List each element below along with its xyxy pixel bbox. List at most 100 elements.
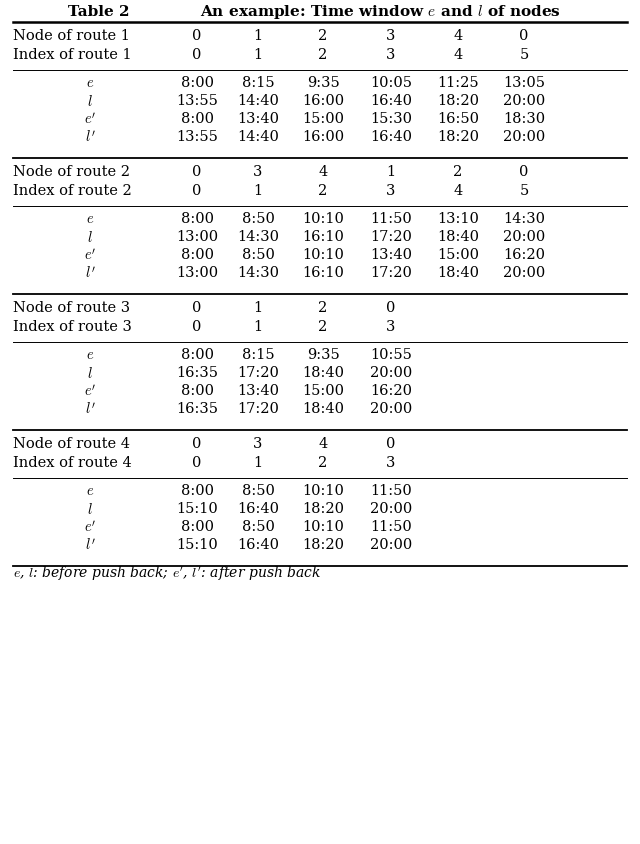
Text: 13:10: 13:10 <box>437 212 479 226</box>
Text: 5: 5 <box>520 48 529 62</box>
Text: 0: 0 <box>192 48 202 62</box>
Text: 2: 2 <box>318 456 328 470</box>
Text: 2: 2 <box>453 165 463 179</box>
Text: 8:50: 8:50 <box>241 520 275 534</box>
Text: 15:00: 15:00 <box>437 248 479 262</box>
Text: 4: 4 <box>453 184 463 198</box>
Text: 14:40: 14:40 <box>237 130 279 144</box>
Text: $e$: $e$ <box>86 212 94 226</box>
Text: 8:00: 8:00 <box>180 348 214 362</box>
Text: $e'$: $e'$ <box>84 111 96 127</box>
Text: 16:00: 16:00 <box>302 130 344 144</box>
Text: 13:00: 13:00 <box>176 230 218 244</box>
Text: 20:00: 20:00 <box>370 366 412 380</box>
Text: 9:35: 9:35 <box>307 76 339 90</box>
Text: 10:10: 10:10 <box>302 484 344 498</box>
Text: 2: 2 <box>318 301 328 315</box>
Text: Index of route 1: Index of route 1 <box>13 48 132 62</box>
Text: 13:00: 13:00 <box>176 266 218 280</box>
Text: Node of route 1: Node of route 1 <box>13 29 130 43</box>
Text: $e$: $e$ <box>86 348 94 362</box>
Text: 18:20: 18:20 <box>302 502 344 516</box>
Text: 0: 0 <box>192 301 202 315</box>
Text: 3: 3 <box>387 184 396 198</box>
Text: 18:40: 18:40 <box>437 266 479 280</box>
Text: $l'$: $l'$ <box>84 265 95 281</box>
Text: 0: 0 <box>192 29 202 43</box>
Text: 8:00: 8:00 <box>180 484 214 498</box>
Text: 16:10: 16:10 <box>302 266 344 280</box>
Text: 13:55: 13:55 <box>176 130 218 144</box>
Text: 2: 2 <box>318 29 328 43</box>
Text: 3: 3 <box>387 29 396 43</box>
Text: 18:40: 18:40 <box>302 402 344 416</box>
Text: 3: 3 <box>253 165 262 179</box>
Text: 3: 3 <box>387 48 396 62</box>
Text: 17:20: 17:20 <box>237 402 279 416</box>
Text: 20:00: 20:00 <box>503 230 545 244</box>
Text: $l$: $l$ <box>87 365 93 381</box>
Text: 10:10: 10:10 <box>302 212 344 226</box>
Text: 15:00: 15:00 <box>302 384 344 398</box>
Text: 14:40: 14:40 <box>237 94 279 108</box>
Text: 18:40: 18:40 <box>302 366 344 380</box>
Text: $e$: $e$ <box>86 484 94 498</box>
Text: Index of route 3: Index of route 3 <box>13 320 132 334</box>
Text: 8:00: 8:00 <box>180 384 214 398</box>
Text: 1: 1 <box>387 165 396 179</box>
Text: Index of route 4: Index of route 4 <box>13 456 132 470</box>
Text: 11:50: 11:50 <box>370 484 412 498</box>
Text: 16:00: 16:00 <box>302 94 344 108</box>
Text: 10:05: 10:05 <box>370 76 412 90</box>
Text: 8:00: 8:00 <box>180 212 214 226</box>
Text: 20:00: 20:00 <box>370 502 412 516</box>
Text: 8:50: 8:50 <box>241 248 275 262</box>
Text: 4: 4 <box>318 437 328 451</box>
Text: 11:25: 11:25 <box>437 76 479 90</box>
Text: 3: 3 <box>253 437 262 451</box>
Text: 15:00: 15:00 <box>302 112 344 126</box>
Text: $e'$: $e'$ <box>84 519 96 535</box>
Text: 0: 0 <box>192 165 202 179</box>
Text: 10:10: 10:10 <box>302 248 344 262</box>
Text: 8:50: 8:50 <box>241 212 275 226</box>
Text: 0: 0 <box>192 437 202 451</box>
Text: 17:20: 17:20 <box>370 230 412 244</box>
Text: Table 2: Table 2 <box>68 5 129 19</box>
Text: Node of route 2: Node of route 2 <box>13 165 130 179</box>
Text: 0: 0 <box>519 29 529 43</box>
Text: 0: 0 <box>387 301 396 315</box>
Text: 1: 1 <box>253 301 262 315</box>
Text: Node of route 4: Node of route 4 <box>13 437 130 451</box>
Text: 1: 1 <box>253 456 262 470</box>
Text: 14:30: 14:30 <box>237 266 279 280</box>
Text: 8:15: 8:15 <box>242 76 275 90</box>
Text: 18:20: 18:20 <box>437 94 479 108</box>
Text: 13:40: 13:40 <box>237 384 279 398</box>
Text: 17:20: 17:20 <box>237 366 279 380</box>
Text: 2: 2 <box>318 320 328 334</box>
Text: 0: 0 <box>192 320 202 334</box>
Text: 20:00: 20:00 <box>370 402 412 416</box>
Text: 16:50: 16:50 <box>437 112 479 126</box>
Text: $l'$: $l'$ <box>84 129 95 145</box>
Text: 4: 4 <box>318 165 328 179</box>
Text: $l'$: $l'$ <box>84 401 95 417</box>
Text: $l$: $l$ <box>87 230 93 245</box>
Text: 16:40: 16:40 <box>237 538 279 552</box>
Text: 4: 4 <box>453 29 463 43</box>
Text: $l'$: $l'$ <box>84 537 95 553</box>
Text: 18:30: 18:30 <box>503 112 545 126</box>
Text: 20:00: 20:00 <box>503 94 545 108</box>
Text: 16:20: 16:20 <box>370 384 412 398</box>
Text: 0: 0 <box>387 437 396 451</box>
Text: 1: 1 <box>253 184 262 198</box>
Text: 11:50: 11:50 <box>370 212 412 226</box>
Text: 16:40: 16:40 <box>370 94 412 108</box>
Text: $e$: $e$ <box>86 76 94 90</box>
Text: 16:40: 16:40 <box>237 502 279 516</box>
Text: $e$, $l$: before push back; $e'$, $l'$: after push back: $e$, $l$: before push back; $e'$, $l'$: … <box>13 564 321 582</box>
Text: 13:55: 13:55 <box>176 94 218 108</box>
Text: 2: 2 <box>318 48 328 62</box>
Text: 16:35: 16:35 <box>176 402 218 416</box>
